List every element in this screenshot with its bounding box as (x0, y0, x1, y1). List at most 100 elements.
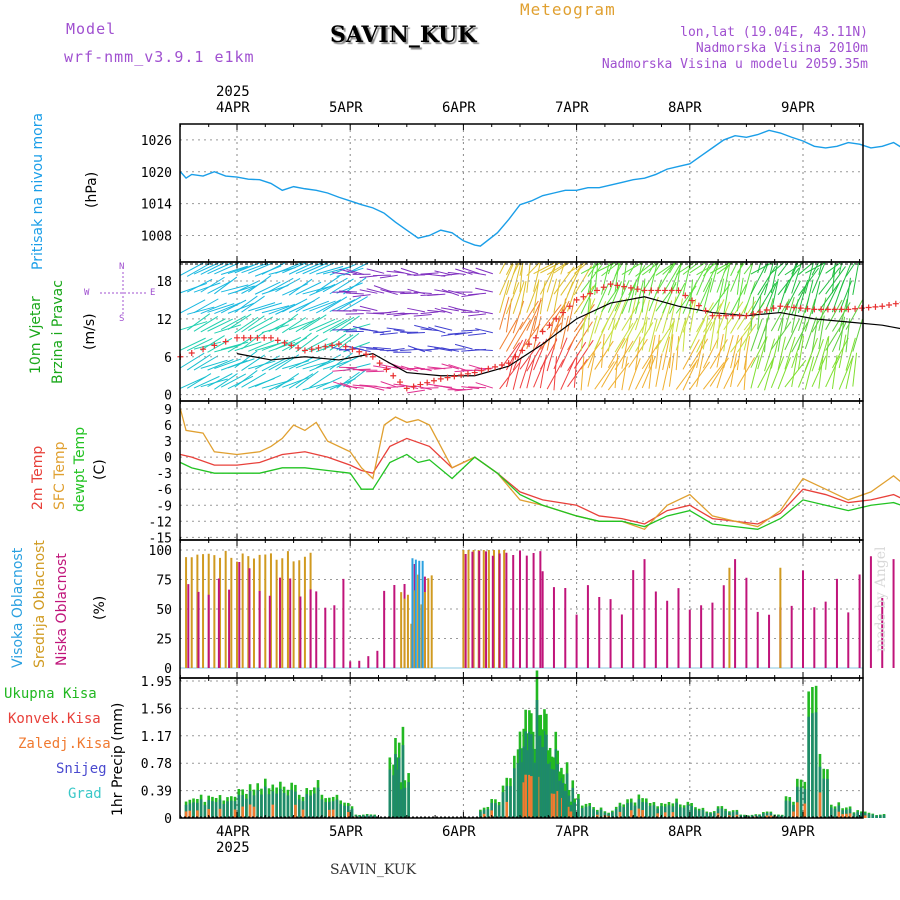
wind-barb (696, 353, 704, 387)
wind-barb (539, 263, 557, 295)
wind-barb (689, 262, 705, 274)
wind-barb (825, 335, 830, 370)
wind-barb (214, 324, 242, 334)
wind-barb (770, 278, 779, 313)
day-label-top-1: 5APR (329, 100, 363, 116)
precip-bar-snow (678, 807, 682, 818)
gust-marker (403, 385, 410, 392)
wind-barb (838, 334, 847, 369)
wind-barb (352, 309, 371, 312)
wind-barb (373, 365, 392, 370)
wind-barb (838, 298, 848, 333)
gust-marker (627, 284, 634, 291)
gust-marker (532, 334, 539, 341)
gust-marker (342, 343, 349, 350)
precip-bar-snow (275, 793, 278, 818)
pressure-line (179, 129, 900, 247)
gust-marker (689, 297, 696, 304)
wind-barb (475, 267, 493, 275)
wind-barb (770, 262, 779, 294)
wind-barb (309, 359, 336, 372)
wind-barb (454, 343, 473, 350)
precip-bar-snow (577, 798, 580, 818)
wind-barb (655, 262, 675, 276)
precip-bar-snow (565, 773, 569, 818)
precip-bar-frozen (769, 815, 773, 818)
wind-barb (696, 262, 717, 276)
wind-barb (207, 373, 233, 387)
precip-bar-snow (875, 815, 878, 818)
gust-marker (485, 365, 492, 372)
wind-barb (709, 317, 716, 351)
wind-barb (764, 262, 769, 274)
wind-barb (601, 319, 620, 350)
wind-barb (420, 348, 439, 351)
wind-barb (214, 358, 241, 369)
wind-barb (546, 262, 557, 293)
precip-bar-snow (305, 794, 309, 818)
wind-barb (499, 319, 518, 350)
wind-barb (730, 324, 752, 353)
wind-barb (186, 337, 213, 352)
precip-bar-snow (814, 712, 818, 818)
precip-bar-frozen (196, 810, 199, 818)
precip-bar-snow (313, 793, 316, 818)
wind-barb (200, 359, 228, 369)
precip-bar-snow (879, 815, 882, 818)
wind-barb (838, 262, 852, 294)
precip-bar-snow (830, 807, 833, 818)
cloud-tick-label: 100 (149, 544, 172, 559)
wind-barb (607, 281, 622, 313)
wind-barb (784, 359, 807, 388)
wind-barb (180, 299, 206, 314)
wind-barb (275, 262, 302, 274)
wind-barb (275, 336, 302, 350)
wind-barb (227, 337, 253, 353)
precip-bar-frozen (837, 811, 841, 818)
day-label-bottom-3: 7APR (555, 824, 589, 840)
precip-bar-snow (279, 788, 282, 818)
wind-barb (461, 329, 480, 332)
wind-barb (309, 300, 336, 312)
wind-barb (628, 262, 637, 276)
wind-barb (845, 355, 854, 389)
wind-barb (221, 265, 249, 275)
wind-barb (295, 262, 322, 275)
wind-barb (526, 262, 540, 277)
pressure-panel-label: Pritisak na nivou mora (30, 112, 46, 270)
gust-marker (750, 310, 757, 317)
precip-bar-snow (705, 812, 709, 818)
temp-tick-label: 0 (164, 451, 172, 466)
wind-barb (845, 299, 864, 330)
precip-bar-snow (558, 780, 561, 818)
wind-barb (777, 262, 789, 277)
wind-barb (621, 262, 627, 296)
precip-bar-snow (509, 786, 512, 818)
wind-barb (764, 338, 776, 372)
wind-barb (546, 317, 555, 351)
precip-bar-snow (584, 806, 588, 818)
wind-barb (352, 347, 371, 353)
gust-marker (804, 305, 811, 312)
precip-bar-frozen (331, 809, 335, 818)
wind-barb (180, 352, 205, 369)
gust-marker (211, 342, 218, 349)
wind-barb (573, 339, 594, 369)
wind-barb (743, 356, 748, 391)
wind-barb (526, 262, 531, 293)
precip-unit-label: 1hr Precip (mm) (110, 702, 126, 816)
wind-barb (221, 341, 249, 351)
wind-barb (447, 271, 466, 276)
precip-bar-frozen (550, 793, 554, 818)
day-label-bottom-2: 6APR (442, 824, 476, 840)
gust-marker (723, 312, 730, 319)
wind-barb (282, 262, 306, 274)
precip-bar-snow (545, 734, 548, 818)
gust-marker (872, 303, 879, 310)
gust-marker (777, 303, 784, 310)
wind-barb (750, 319, 763, 352)
gust-marker (383, 366, 390, 373)
wind-barb (505, 321, 524, 352)
wind-barb (332, 347, 351, 352)
precip-bar-snow (226, 801, 229, 818)
